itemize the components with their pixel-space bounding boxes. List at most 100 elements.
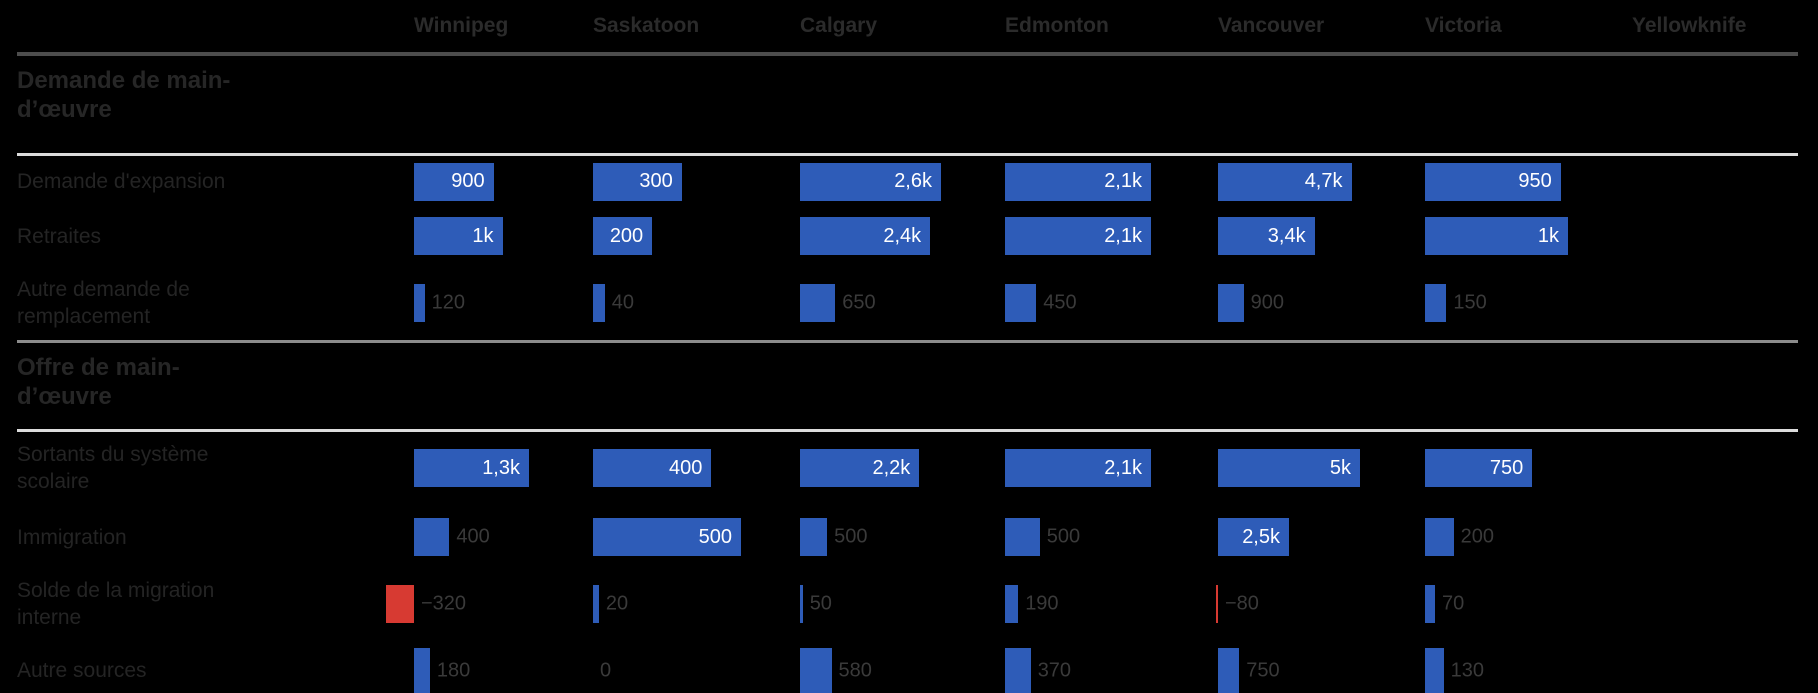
row-label-line: Demande d'expansion [17,170,226,193]
section-title: Offre de main-d’œuvre [0,343,1818,429]
value-label: 70 [1442,592,1465,614]
value-label: 130 [1450,659,1484,682]
value-label: 750 [1246,659,1280,682]
bar-cell-calgary: 50 [800,570,1005,637]
row-label-line: Solde de la migration [17,578,215,602]
city-header-yellowknife: Yellowknife [1632,14,1747,37]
value-label: 3,4k [1267,224,1306,247]
row-label: Autre sources [0,637,414,692]
row-label: Demande d'expansion [0,156,414,207]
positive-bar [1425,648,1444,693]
value-label: 150 [1453,291,1487,313]
data-row: Immigration 400 500 500 500 2,5k 200 [0,504,1818,570]
row-label-line: Immigration [17,525,127,549]
value-label: −320 [421,592,467,614]
positive-bar: 200 [593,217,653,255]
row-label-line: Autre sources [17,659,147,682]
positive-bar: 500 [593,518,741,556]
bar-cell-saskatoon: 400 [593,432,800,504]
section-title-line: d’œuvre [17,96,112,123]
value-label: 500 [698,525,732,548]
city-header-calgary: Calgary [800,14,878,37]
data-row: Solde de la migration interne −320 20 50 190 −… [0,570,1818,637]
corner-spacer [0,0,414,52]
bar-cell-calgary: 2,6k [800,156,1005,207]
positive-bar: 2,4k [800,217,931,255]
positive-bar [1425,518,1454,556]
header-rule [17,52,1798,56]
value-label: 300 [639,170,673,192]
value-label: 200 [609,224,644,247]
value-label: 580 [838,659,872,682]
data-row: Autre demande de remplacement 120 40 650 450 9… [0,265,1818,340]
positive-bar: 950 [1425,162,1561,201]
row-label-line: Autre demande de [17,277,190,301]
value-label: 950 [1518,170,1552,192]
bar-cell-victoria: 750 [1425,432,1632,504]
bar-cell-calgary: 650 [800,265,1005,340]
bar-cell-winnipeg: 1,3k [414,432,593,504]
value-label: 900 [1250,291,1284,313]
positive-bar: 750 [1425,449,1533,487]
bar-cell-winnipeg: 1k [414,207,593,265]
positive-bar [593,584,599,623]
positive-bar: 2,6k [800,162,941,201]
negative-bar [385,584,414,623]
bar-cell-calgary: 500 [800,504,1005,570]
row-label-line: remplacement [17,304,151,328]
bar-cell-yellowknife [1632,504,1818,570]
bar-cell-victoria: 150 [1425,265,1632,340]
bar-cell-vancouver: 3,4k [1218,207,1425,265]
section-top-rule [17,340,1798,343]
value-label: 2,2k [872,456,911,479]
positive-bar: 2,2k [800,449,920,487]
bar-cell-edmonton: 370 [1005,637,1218,693]
bar-cell-vancouver: 5k [1218,432,1425,504]
positive-bar [1005,518,1040,556]
bar-cell-edmonton: 450 [1005,265,1218,340]
bar-cell-victoria: 1k [1425,207,1632,265]
positive-bar: 900 [414,162,494,201]
bar-cell-edmonton: 2,1k [1005,432,1218,504]
value-label: 900 [451,170,485,192]
bar-cell-winnipeg: −320 [385,570,593,637]
value-label: 190 [1025,592,1059,614]
positive-bar: 2,1k [1005,162,1151,201]
positive-bar [593,283,605,322]
positive-bar [800,518,828,556]
positive-bar: 1k [1425,217,1568,255]
data-row: Sortants du système scolaire 1,3k 400 2,2k 2,… [0,432,1818,504]
section-title-line: d’œuvre [17,383,112,410]
data-row: Retraites 1k 200 2,4k 2,1k 3,4k 1k [0,207,1818,265]
positive-bar [1005,283,1037,322]
value-label: 400 [456,525,490,548]
value-label: 650 [842,291,876,313]
bar-cell-saskatoon: 20 [593,570,800,637]
value-label: 750 [1489,456,1524,479]
bar-cell-yellowknife [1632,637,1818,692]
value-label: 120 [431,291,465,313]
positive-bar: 2,1k [1005,449,1151,487]
value-label: 180 [436,659,471,682]
row-label: Autre demande de remplacement [0,265,414,340]
positive-bar: 2,5k [1218,518,1289,556]
value-label: 500 [834,525,868,548]
row-label-line: Sortants du système [17,443,209,466]
bar-cell-victoria: 130 [1425,637,1632,693]
city-header-edmonton: Edmonton [1005,14,1109,37]
positive-bar [1425,584,1435,623]
bar-cell-calgary: 2,4k [800,207,1005,265]
bar-cell-victoria: 950 [1425,156,1632,207]
positive-bar: 3,4k [1218,217,1315,255]
section-title: Demande de main-d’œuvre [0,56,1818,153]
positive-bar: 5k [1218,449,1360,487]
section-title-line: Demande de main- [17,67,231,94]
bar-cell-vancouver: −80 [1215,570,1425,637]
value-label: 40 [611,291,635,313]
value-label: 1k [1537,224,1559,247]
bar-cell-vancouver: 4,7k [1218,156,1425,207]
value-label: 2,5k [1242,525,1280,548]
bar-cell-winnipeg: 120 [414,265,593,340]
positive-bar [414,283,425,322]
